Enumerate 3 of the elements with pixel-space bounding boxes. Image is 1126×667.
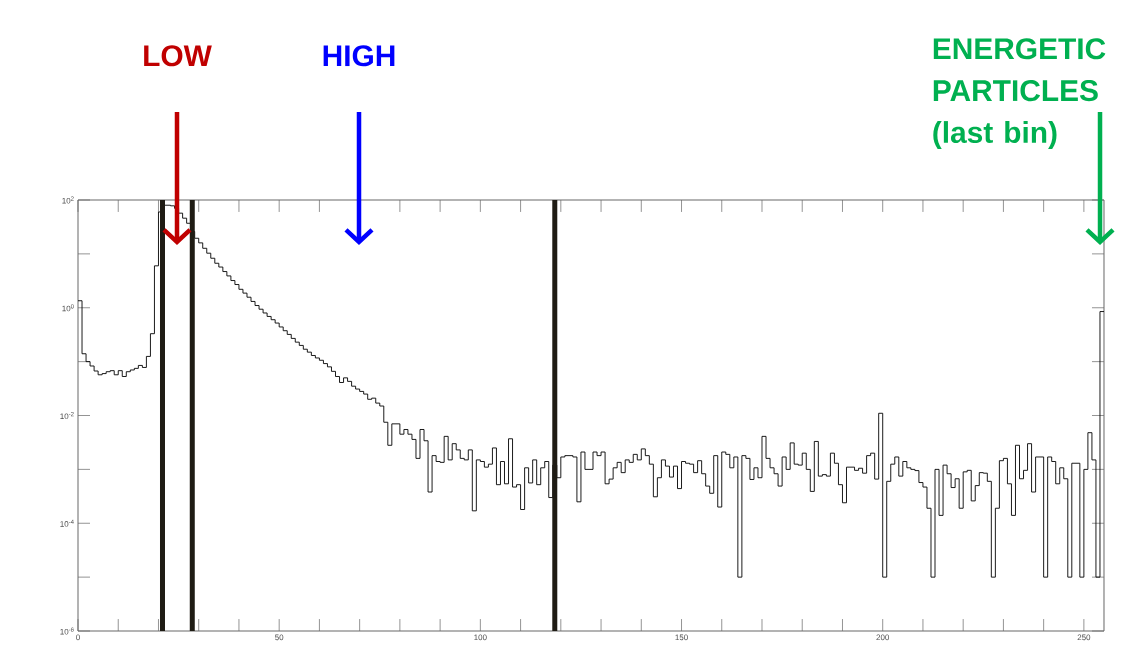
text: LOW (144, 45, 212, 67)
text: ENERGETIC PARTICLES (last bin) (933, 38, 1106, 149)
text: HIGH (323, 45, 395, 67)
